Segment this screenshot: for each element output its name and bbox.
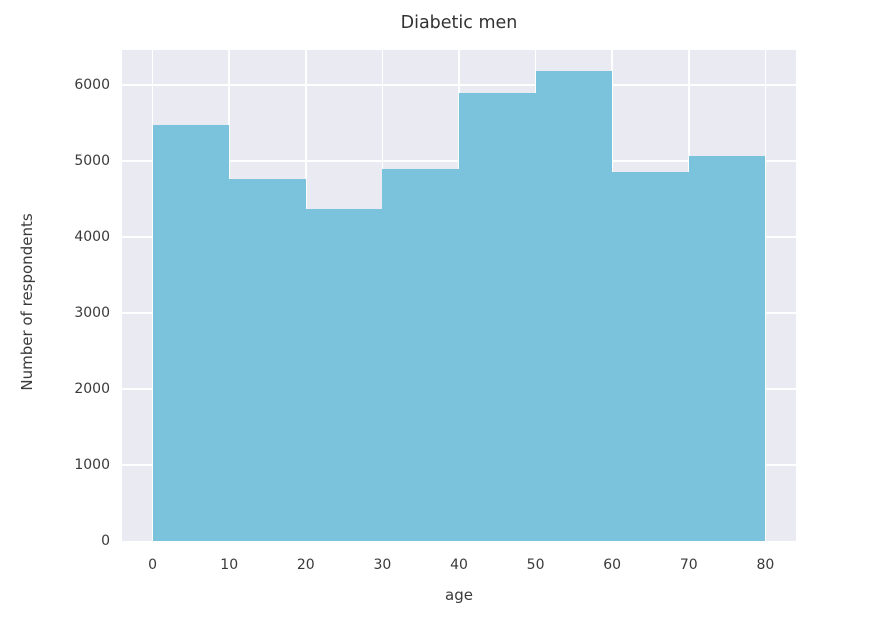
y-tick-label: 6000 — [74, 76, 110, 93]
x-tick-label: 80 — [756, 557, 775, 573]
y-tick-label: 0 — [101, 533, 110, 549]
gridline-vertical — [764, 50, 767, 541]
x-tick-label: 50 — [526, 557, 545, 573]
histogram-bar — [305, 208, 383, 541]
histogram-bar — [612, 172, 689, 541]
x-tick-label: 0 — [148, 557, 158, 573]
y-tick-label: 1000 — [74, 456, 110, 473]
histogram-bar — [382, 168, 459, 541]
x-tick-label: 30 — [373, 557, 392, 573]
histogram-bar — [229, 179, 306, 541]
y-tick-label: 3000 — [74, 304, 110, 321]
x-tick-label: 20 — [296, 557, 315, 573]
plot-area — [122, 50, 796, 541]
histogram-bar — [459, 92, 536, 541]
x-tick-label: 70 — [679, 557, 698, 573]
x-tick-label: 40 — [450, 557, 468, 573]
histogram-bar — [152, 124, 230, 541]
histogram-bar — [688, 156, 766, 541]
chart-title: Diabetic men — [400, 13, 518, 33]
x-tick-label: 60 — [603, 557, 622, 573]
x-axis-label: age — [445, 586, 473, 604]
y-tick-label: 5000 — [74, 152, 110, 169]
x-tick-label: 10 — [220, 557, 239, 573]
histogram-bar — [535, 70, 613, 541]
y-tick-label: 4000 — [74, 228, 110, 245]
y-tick-label: 2000 — [74, 380, 110, 397]
